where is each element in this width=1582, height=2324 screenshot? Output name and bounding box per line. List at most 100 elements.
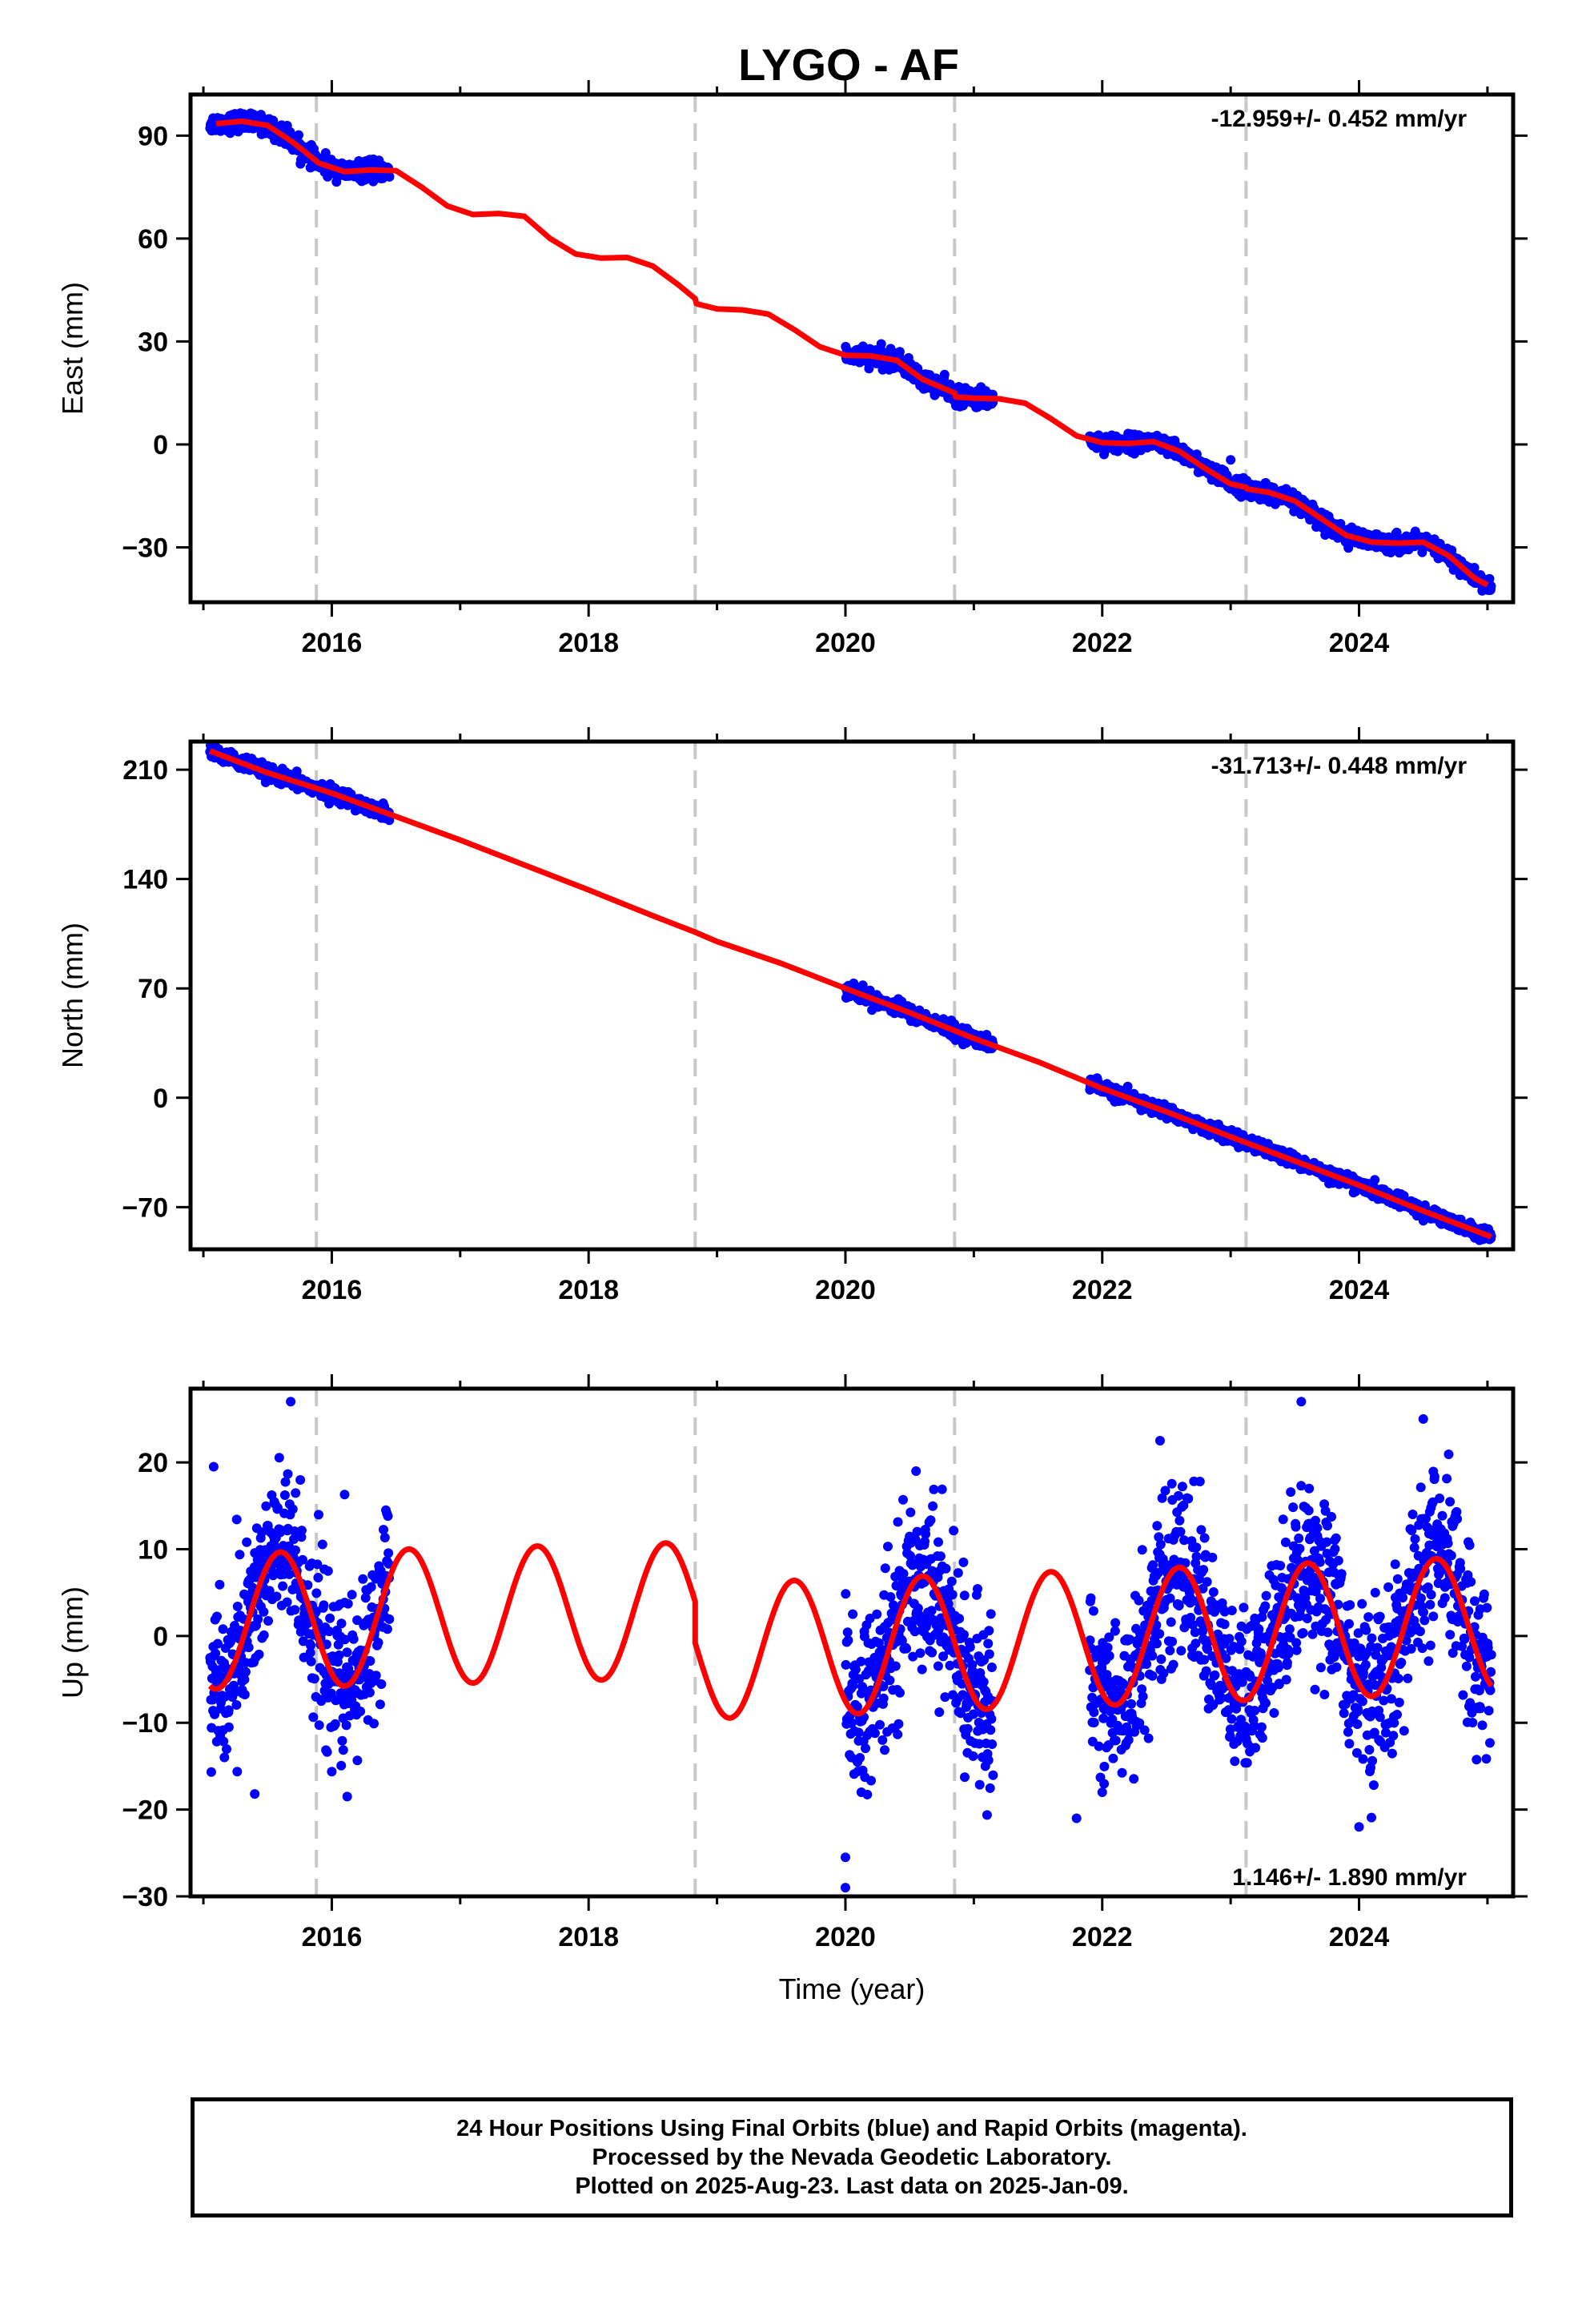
x-tick-label: 2020 [815, 1275, 876, 1305]
data-point [852, 1702, 862, 1712]
data-point [235, 1550, 245, 1560]
data-point [352, 1755, 363, 1766]
data-point [946, 1576, 957, 1586]
data-point [1370, 1175, 1380, 1185]
data-point [954, 1614, 965, 1624]
data-point [289, 1526, 299, 1536]
data-point [290, 1605, 300, 1615]
data-point [885, 1675, 895, 1686]
x-tick-label: 2022 [1072, 1275, 1133, 1305]
data-point [905, 1507, 916, 1518]
data-point [933, 1661, 943, 1671]
data-point [1104, 1632, 1114, 1642]
data-point [294, 130, 303, 140]
data-point [880, 1563, 890, 1574]
data-point [239, 1690, 250, 1699]
data-point [1486, 581, 1496, 591]
data-point [967, 1666, 978, 1676]
data-point [376, 1679, 387, 1689]
data-points [205, 108, 1496, 596]
data-point [219, 1752, 230, 1763]
data-point [1484, 573, 1495, 584]
data-point [333, 1639, 343, 1650]
data-point [1134, 1595, 1144, 1606]
data-point [1179, 1535, 1189, 1546]
data-point [1138, 1691, 1148, 1702]
data-point [264, 1586, 275, 1596]
data-point [958, 1557, 969, 1567]
data-point [985, 1783, 995, 1793]
y-tick-label: 70 [138, 974, 168, 1004]
data-point [213, 1638, 223, 1649]
data-point [1122, 1081, 1133, 1092]
data-point [283, 1469, 293, 1479]
data-point [978, 1677, 989, 1687]
data-point [243, 1642, 254, 1653]
data-point [878, 1681, 889, 1691]
data-point [280, 1477, 291, 1487]
data-point [306, 1656, 316, 1667]
data-point [1168, 1659, 1178, 1670]
data-point [974, 1739, 985, 1749]
data-point [1089, 1707, 1099, 1718]
data-point [872, 1609, 882, 1619]
data-point [890, 1661, 901, 1671]
data-point [1126, 1699, 1136, 1709]
data-point [1135, 1628, 1146, 1638]
data-point [841, 1589, 851, 1599]
data-point [939, 369, 950, 380]
data-point [866, 1775, 876, 1786]
data-point [226, 1637, 235, 1647]
data-point [1085, 1635, 1095, 1646]
data-point [1137, 1684, 1147, 1695]
x-tick-label: 2018 [558, 1275, 619, 1305]
data-point [319, 1600, 329, 1610]
x-tick-label: 2020 [815, 628, 876, 658]
data-point [291, 1545, 300, 1555]
data-point [314, 1510, 323, 1520]
data-point [1154, 1532, 1164, 1542]
data-point [901, 1643, 912, 1654]
y-tick-label: −70 [122, 1192, 168, 1223]
data-point [1104, 1651, 1114, 1661]
data-point [383, 1511, 393, 1522]
data-point [883, 1542, 893, 1552]
data-point [984, 1626, 994, 1636]
rate-label: -31.713+/- 0.448 mm/yr [1211, 753, 1468, 779]
data-point [1110, 1618, 1121, 1628]
data-point [853, 1727, 864, 1738]
data-point [1196, 1525, 1207, 1535]
data-point [1174, 1515, 1185, 1526]
data-point [862, 1789, 873, 1799]
data-point [973, 1584, 982, 1594]
data-point [1174, 1601, 1184, 1610]
data-point [898, 1569, 909, 1579]
data-point [1134, 1718, 1145, 1728]
data-point [308, 1712, 319, 1723]
data-point [987, 1739, 998, 1749]
data-point [876, 339, 886, 349]
data-point [841, 1659, 851, 1670]
data-point [212, 1611, 222, 1622]
data-point [336, 1618, 347, 1629]
data-point [384, 171, 395, 182]
data-point [330, 1719, 340, 1729]
data-point [1154, 1629, 1165, 1639]
data-point [865, 1614, 875, 1623]
y-axis-title: East (mm) [56, 282, 89, 415]
data-point [1226, 455, 1236, 465]
data-point [325, 1613, 335, 1623]
data-point [847, 1718, 857, 1728]
data-point [348, 1634, 359, 1644]
data-point [856, 1656, 866, 1667]
data-point [934, 1707, 945, 1717]
data-point [306, 1640, 316, 1651]
data-point [364, 1687, 375, 1698]
data-point [959, 1590, 970, 1601]
data-point [222, 1744, 231, 1755]
data-point [1152, 1521, 1162, 1531]
y-tick-label: 30 [138, 327, 168, 357]
data-point [342, 1647, 352, 1658]
x-tick-label: 2016 [302, 628, 363, 658]
